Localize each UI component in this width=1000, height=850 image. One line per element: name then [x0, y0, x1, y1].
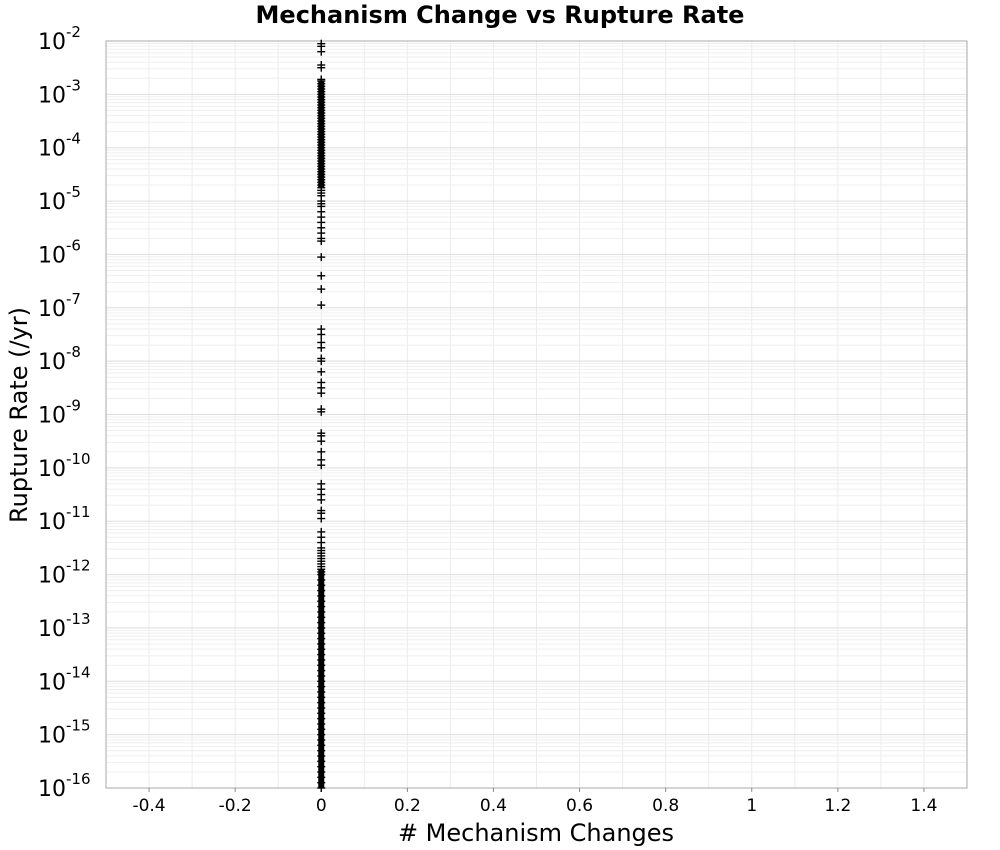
data-point [317, 389, 326, 398]
x-tick-label: -0.2 [219, 796, 252, 816]
x-axis-ticks: -0.4 -0.2 0 0.2 0.4 0.6 0.8 1 1.2 1.4 [132, 788, 937, 816]
data-point [317, 47, 326, 56]
y-tick-label: 10-16 [38, 770, 91, 802]
dense-point-cluster [318, 81, 325, 188]
data-point [317, 407, 326, 416]
chart-title: Mechanism Change vs Rupture Rate [256, 1, 745, 29]
grid-lines [105, 41, 968, 789]
x-tick-label: 1.4 [910, 796, 937, 816]
y-tick-label: 10-10 [38, 450, 91, 482]
data-point [317, 514, 326, 523]
y-tick-label: 10-11 [38, 503, 91, 535]
y-tick-label: 10-14 [38, 663, 91, 695]
data-point [317, 343, 326, 352]
y-axis-ticks: 10-16 10-15 10-14 10-13 10-12 10-11 10-10 10-9 1… [38, 23, 91, 802]
dense-point-cluster [318, 569, 325, 788]
data-point [317, 63, 326, 72]
y-tick-label: 10-2 [38, 23, 81, 55]
y-tick-label: 10-4 [38, 130, 81, 162]
data-points [317, 39, 326, 792]
data-point [317, 367, 326, 376]
y-tick-label: 10-12 [38, 557, 91, 589]
data-point [317, 461, 326, 470]
x-tick-label: 0.4 [480, 796, 507, 816]
y-tick-label: 10-7 [38, 290, 81, 322]
data-point [317, 301, 326, 310]
x-tick-label: 0.2 [394, 796, 421, 816]
data-point [317, 253, 326, 262]
x-axis-label: # Mechanism Changes [398, 819, 674, 847]
y-tick-label: 10-9 [38, 397, 81, 429]
data-point [317, 437, 326, 446]
y-tick-label: 10-15 [38, 717, 91, 749]
data-point [317, 447, 326, 456]
y-tick-label: 10-5 [38, 183, 81, 215]
y-axis-label: Rupture Rate (/yr) [5, 307, 33, 523]
data-point [317, 237, 326, 246]
x-tick-label: 0 [316, 796, 327, 816]
data-point [317, 271, 326, 280]
data-point [317, 357, 326, 366]
data-point [317, 330, 326, 339]
y-tick-label: 10-3 [38, 76, 81, 108]
x-tick-label: 0.8 [652, 796, 679, 816]
x-tick-label: 1 [746, 796, 757, 816]
y-tick-label: 10-6 [38, 236, 81, 268]
x-tick-label: 0.6 [566, 796, 593, 816]
y-tick-label: 10-8 [38, 343, 81, 375]
x-tick-label: 1.2 [824, 796, 851, 816]
plot-frame [105, 40, 968, 789]
y-tick-label: 10-13 [38, 610, 91, 642]
data-point [317, 285, 326, 294]
x-tick-label: -0.4 [132, 796, 165, 816]
data-point [317, 495, 326, 504]
